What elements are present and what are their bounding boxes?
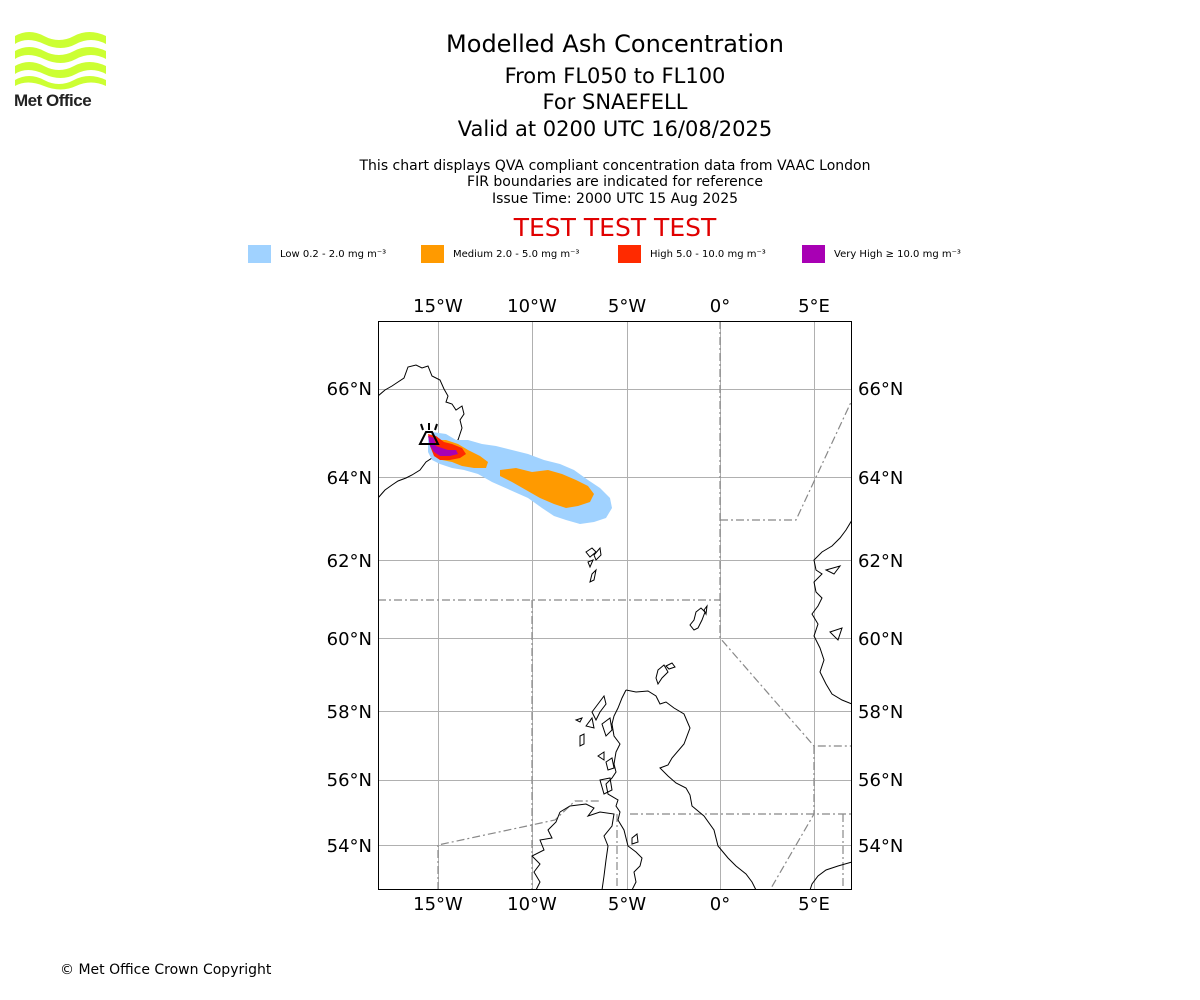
coastlines: [378, 364, 852, 890]
legend-swatch-low: [248, 245, 271, 263]
legend-swatch-medium: [421, 245, 444, 263]
map-frame: [378, 321, 852, 890]
legend-label-high: High 5.0 - 10.0 mg m⁻³: [650, 248, 766, 260]
legend-item-high: High 5.0 - 10.0 mg m⁻³: [618, 244, 766, 264]
lon-label-bottom: 5°E: [798, 894, 830, 915]
lat-label-right: 56°N: [858, 770, 903, 791]
legend-item-medium: Medium 2.0 - 5.0 mg m⁻³: [421, 244, 579, 264]
lon-label-bottom: 15°W: [413, 894, 463, 915]
ash-medium-2: [500, 468, 594, 508]
test-banner: TEST TEST TEST: [513, 213, 717, 242]
lat-label-right: 60°N: [858, 629, 903, 650]
lon-label-bottom: 0°: [710, 894, 730, 915]
legend-swatch-very-high: [802, 245, 825, 263]
lat-label-left: 56°N: [327, 770, 372, 791]
logo-text: Met Office: [14, 91, 92, 110]
lat-label-right: 58°N: [858, 702, 903, 723]
lat-label-left: 66°N: [327, 379, 372, 400]
legend-swatch-high: [618, 245, 641, 263]
legend-label-medium: Medium 2.0 - 5.0 mg m⁻³: [453, 248, 580, 260]
description-line: This chart displays QVA compliant concen…: [359, 158, 871, 174]
volcano-icon: [418, 423, 440, 445]
lat-label-left: 62°N: [327, 551, 372, 572]
copyright-notice: © Met Office Crown Copyright: [60, 962, 272, 978]
lat-label-right: 64°N: [858, 468, 903, 489]
met-office-logo: [15, 32, 106, 90]
volcano-name: For SNAEFELL: [542, 90, 688, 114]
lon-label-top: 15°W: [413, 296, 463, 317]
graticule: [378, 321, 852, 890]
lat-label-right: 54°N: [858, 836, 903, 857]
legend-label-very-high: Very High ≥ 10.0 mg m⁻³: [834, 248, 961, 260]
fir-boundaries: [378, 321, 852, 890]
lon-label-top: 5°E: [798, 296, 830, 317]
ash-very-high: [428, 436, 458, 456]
fir-note: FIR boundaries are indicated for referen…: [467, 174, 763, 190]
flight-level-range: From FL050 to FL100: [504, 64, 726, 88]
lon-label-bottom: 10°W: [507, 894, 557, 915]
lat-label-left: 54°N: [327, 836, 372, 857]
lat-label-left: 60°N: [327, 629, 372, 650]
legend-item-low: Low 0.2 - 2.0 mg m⁻³: [248, 244, 386, 264]
lat-label-right: 66°N: [858, 379, 903, 400]
lat-label-left: 64°N: [327, 468, 372, 489]
issue-time: Issue Time: 2000 UTC 15 Aug 2025: [491, 191, 739, 207]
legend-label-low: Low 0.2 - 2.0 mg m⁻³: [280, 248, 387, 260]
legend-item-very-high: Very High ≥ 10.0 mg m⁻³: [802, 244, 961, 264]
lon-label-top: 10°W: [507, 296, 557, 317]
valid-time: Valid at 0200 UTC 16/08/2025: [457, 117, 773, 141]
lat-label-right: 62°N: [858, 551, 903, 572]
lat-label-left: 58°N: [327, 702, 372, 723]
lon-label-top: 0°: [710, 296, 730, 317]
chart-title: Modelled Ash Concentration: [446, 30, 784, 58]
lon-label-bottom: 5°W: [608, 894, 646, 915]
lon-label-top: 5°W: [608, 296, 646, 317]
